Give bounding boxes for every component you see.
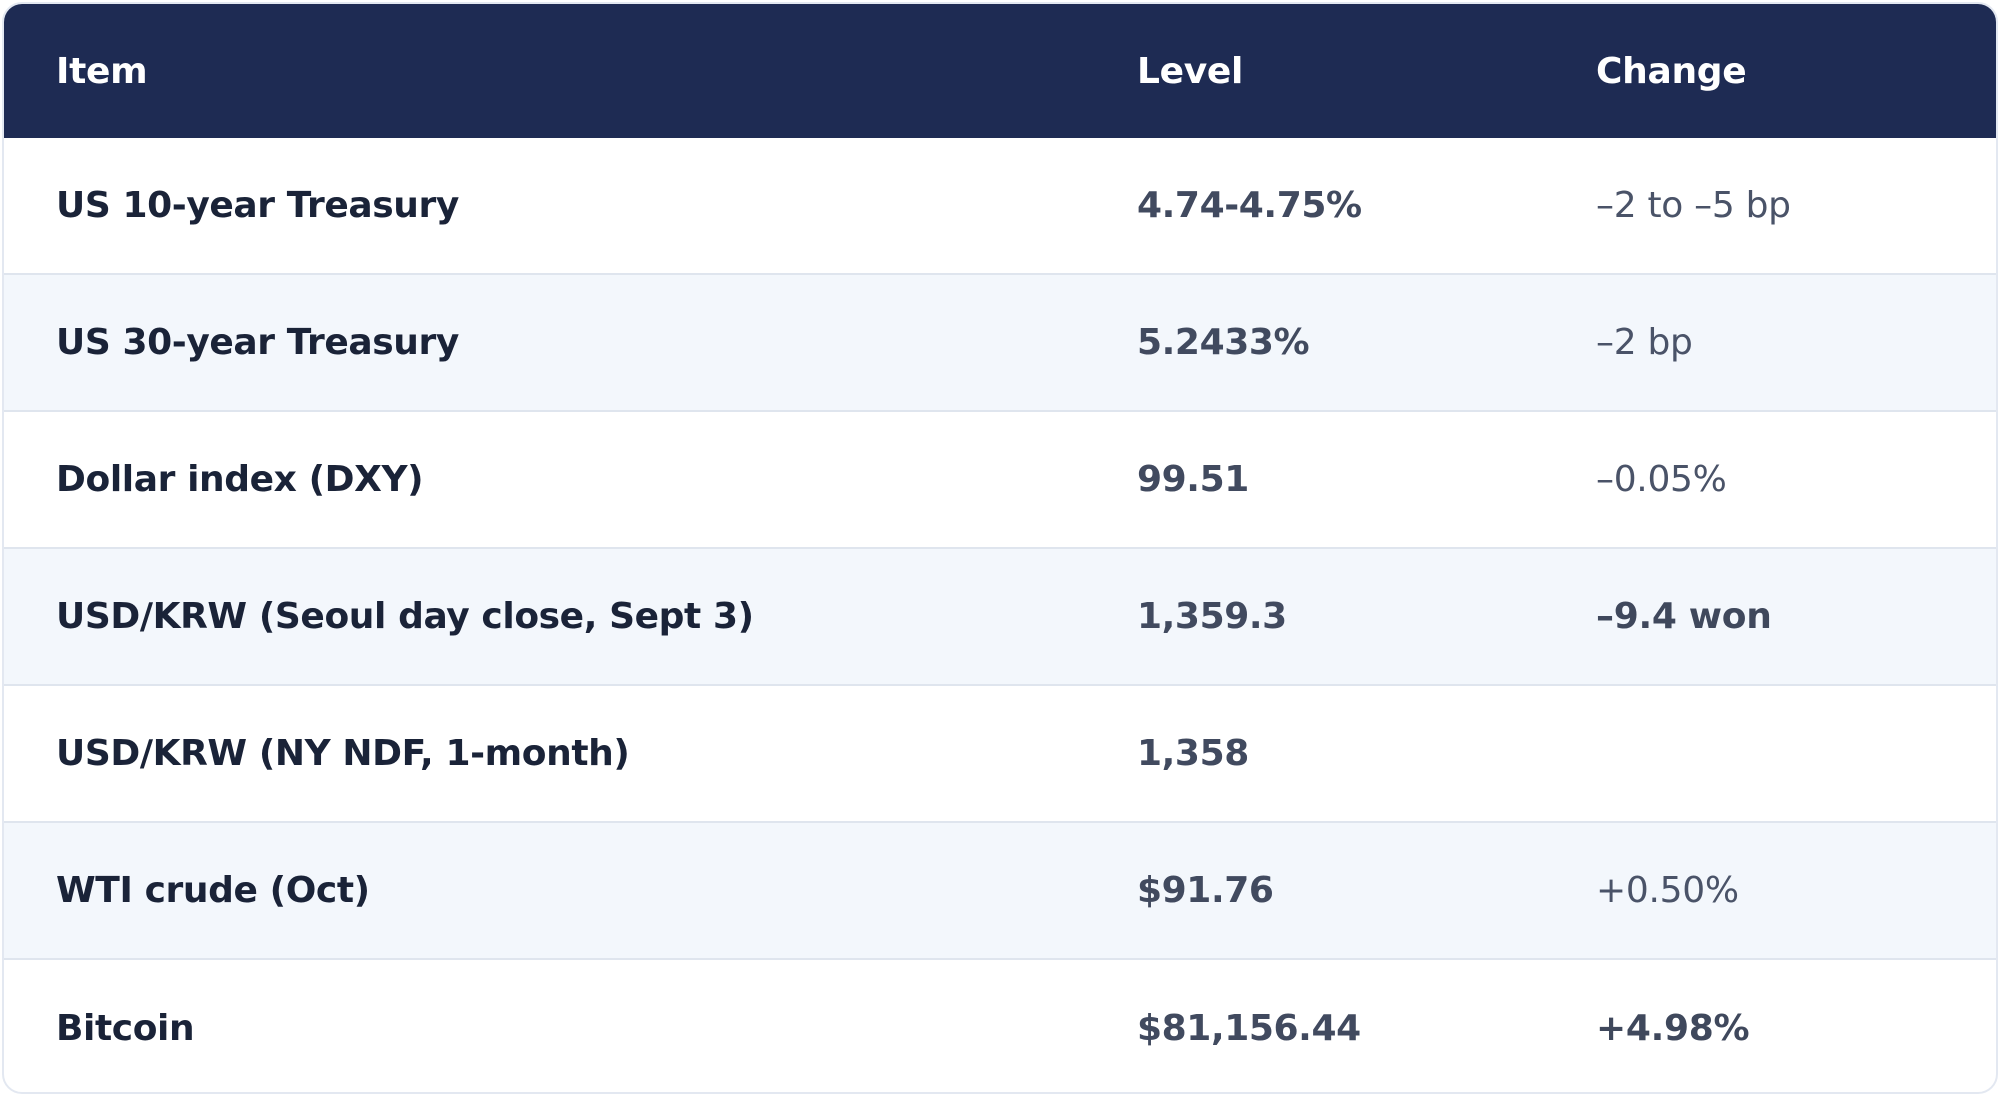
row-item-cell: WTI crude (Oct) (56, 870, 370, 911)
row-level-cell: $91.76 (1137, 870, 1274, 911)
row-item-cell: US 30-year Treasury (56, 322, 459, 363)
table-row: USD/KRW (Seoul day close, Sept 3) 1,359.… (4, 549, 1996, 686)
row-level-cell: 1,359.3 (1137, 596, 1287, 637)
row-change-cell (1596, 686, 1996, 821)
row-change-cell: –9.4 won (1596, 596, 1772, 637)
table-row: USD/KRW (NY NDF, 1-month) 1,358 (4, 686, 1996, 823)
column-header-level: Level (1137, 50, 1244, 92)
row-change-cell: +4.98% (1596, 1008, 1750, 1049)
column-header-change: Change (1596, 50, 1747, 92)
table-header-row: Item Level Change (4, 4, 1996, 138)
row-item-cell: USD/KRW (NY NDF, 1-month) (56, 733, 630, 774)
row-level-cell: $81,156.44 (1137, 1008, 1361, 1049)
row-level-cell: 99.51 (1137, 459, 1249, 500)
row-level-cell: 5.2433% (1137, 322, 1310, 363)
row-level-cell: 4.74-4.75% (1137, 185, 1362, 226)
row-change-cell: –2 bp (1596, 322, 1693, 363)
table-row: US 30-year Treasury 5.2433% –2 bp (4, 275, 1996, 412)
table-row: WTI crude (Oct) $91.76 +0.50% (4, 823, 1996, 960)
table-row: US 10-year Treasury 4.74-4.75% –2 to –5 … (4, 138, 1996, 275)
row-change-cell: –2 to –5 bp (1596, 185, 1791, 226)
row-change-cell: +0.50% (1596, 870, 1739, 911)
row-item-cell: Dollar index (DXY) (56, 459, 424, 500)
row-item-cell: USD/KRW (Seoul day close, Sept 3) (56, 596, 754, 637)
row-item-cell: Bitcoin (56, 1008, 195, 1049)
table-row: Dollar index (DXY) 99.51 –0.05% (4, 412, 1996, 549)
table-row: Bitcoin $81,156.44 +4.98% (4, 960, 1996, 1092)
row-change-cell: –0.05% (1596, 459, 1727, 500)
row-level-cell: 1,358 (1137, 733, 1249, 774)
column-header-item: Item (56, 50, 148, 92)
row-item-cell: US 10-year Treasury (56, 185, 459, 226)
